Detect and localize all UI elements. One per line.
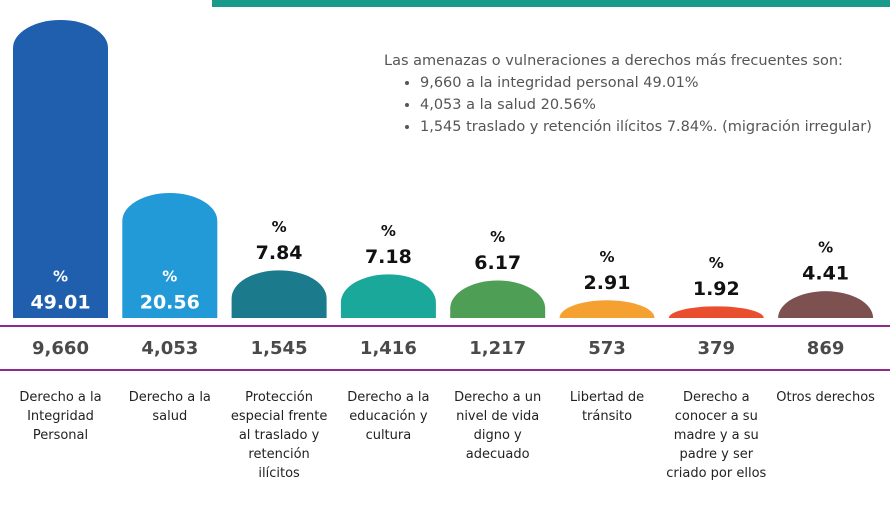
category-label: Libertad de tránsito <box>569 390 645 424</box>
value-label: 4.41 <box>802 263 849 285</box>
count-label: 9,660 <box>32 338 89 359</box>
category-label: Derecho a conocer a su madre y a su padr… <box>666 390 767 481</box>
bar <box>122 192 218 318</box>
category-label: Otros derechos <box>776 390 875 405</box>
count-label: 1,217 <box>469 338 526 359</box>
count-label: 869 <box>807 338 845 359</box>
unit-label: % <box>162 268 177 286</box>
bar <box>778 291 874 318</box>
unit-label: % <box>818 239 833 257</box>
value-label: 49.01 <box>30 292 90 314</box>
unit-label: % <box>599 248 614 266</box>
count-label: 1,545 <box>251 338 308 359</box>
note: Las amenazas o vulneraciones a derechos … <box>384 50 872 138</box>
bar <box>559 300 655 318</box>
bar <box>231 270 327 318</box>
header-bar <box>212 0 890 7</box>
value-label: 6.17 <box>474 252 521 274</box>
bar <box>450 280 546 318</box>
value-label: 1.92 <box>693 278 740 300</box>
bar <box>340 274 436 318</box>
count-label: 573 <box>588 338 626 359</box>
category-label: Derecho a la salud <box>128 390 211 424</box>
unit-label: % <box>381 222 396 240</box>
category-label: Derecho a la educación y cultura <box>347 390 430 443</box>
note-intro: Las amenazas o vulneraciones a derechos … <box>384 53 843 69</box>
bar <box>668 306 764 318</box>
category-label: Derecho a la Integridad Personal <box>19 390 102 443</box>
unit-label: % <box>709 254 724 272</box>
count-label: 1,416 <box>360 338 417 359</box>
note-item: 1,545 traslado y retención ilícitos 7.84… <box>420 116 872 138</box>
unit-label: % <box>490 228 505 246</box>
note-item: 4,053 a la salud 20.56% <box>420 94 872 116</box>
unit-label: % <box>53 268 68 286</box>
bar <box>13 20 108 319</box>
count-label: 4,053 <box>141 338 198 359</box>
value-label: 20.56 <box>140 292 200 314</box>
value-label: 7.84 <box>256 242 303 264</box>
value-label: 2.91 <box>584 272 631 294</box>
note-item: 9,660 a la integridad personal 49.01% <box>420 72 872 94</box>
value-label: 7.18 <box>365 246 412 268</box>
category-label: Protección especial frente al traslado y… <box>230 390 328 481</box>
count-label: 379 <box>698 338 736 359</box>
note-list: 9,660 a la integridad personal 49.01%4,0… <box>384 72 872 138</box>
category-label: Derecho a un nivel de vida digno y adecu… <box>454 390 542 462</box>
unit-label: % <box>272 218 287 236</box>
